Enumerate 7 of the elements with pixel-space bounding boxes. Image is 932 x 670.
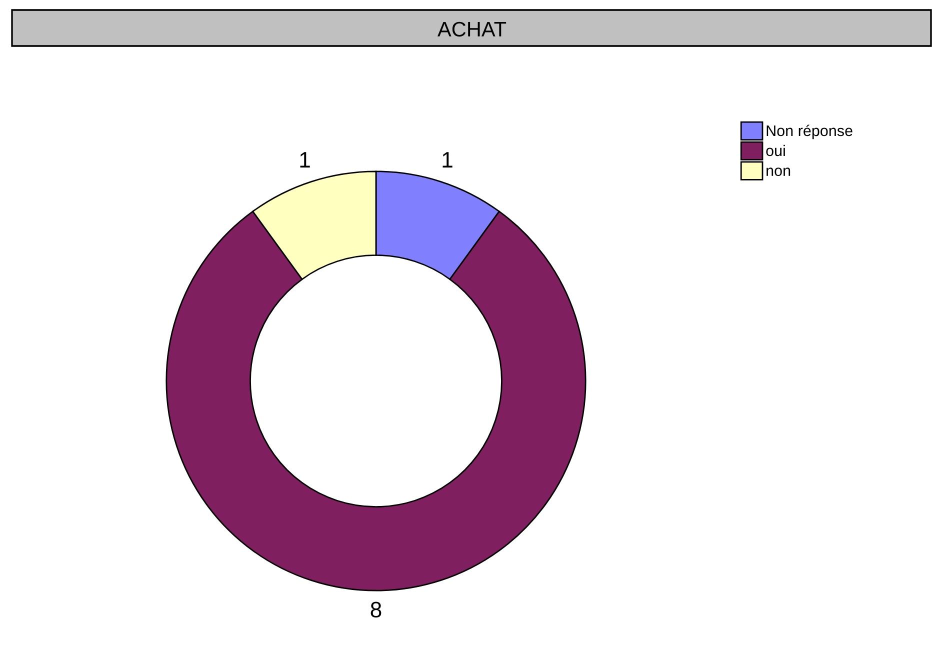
- chart-title: ACHAT: [438, 22, 506, 37]
- data-label: 8: [370, 602, 382, 618]
- legend-label: oui: [766, 144, 785, 156]
- data-label: 1: [300, 152, 310, 168]
- legend-label: non: [766, 168, 790, 176]
- legend-label: Non réponse: [766, 124, 852, 140]
- data-label: 1: [442, 152, 452, 168]
